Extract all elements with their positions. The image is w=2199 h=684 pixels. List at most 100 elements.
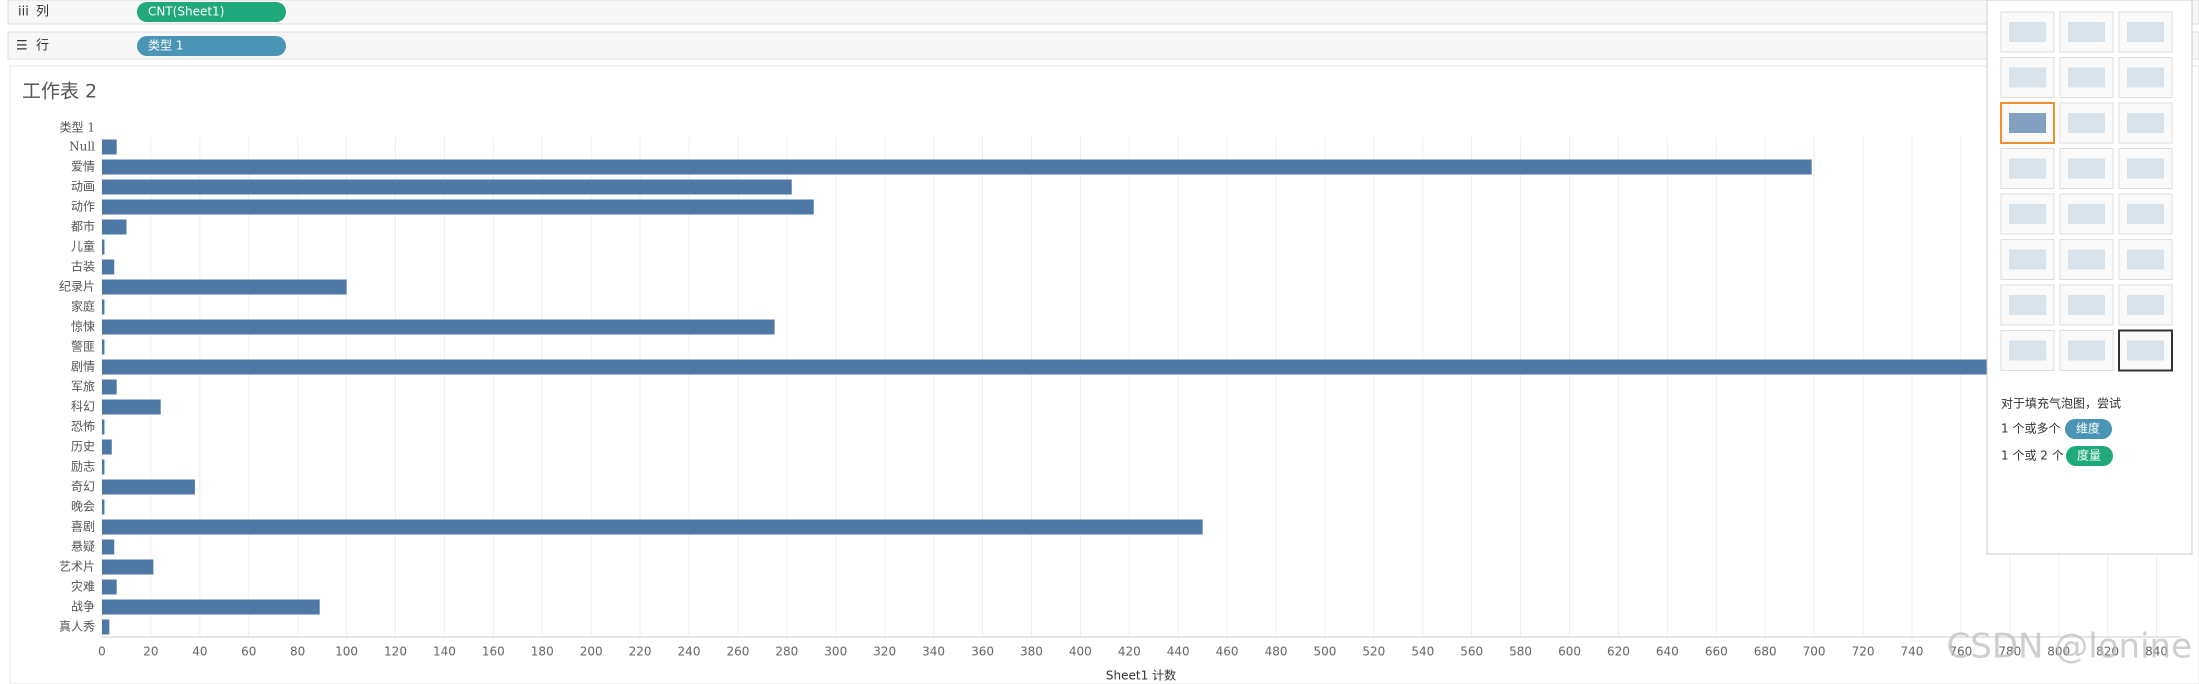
bar: [102, 199, 814, 215]
category-label: 动作: [71, 200, 95, 214]
rows-shelf: [7, 31, 2199, 60]
x-tick-label: 200: [580, 645, 603, 659]
show-me-panel: [1986, 0, 2193, 555]
rows-label: 行: [36, 39, 49, 54]
x-tick-label: 320: [873, 645, 896, 659]
x-tick-label: 500: [1313, 645, 1336, 659]
bar: [102, 599, 320, 615]
category-label: 儿童: [71, 239, 95, 254]
x-tick-label: 680: [1754, 645, 1777, 659]
bar: [102, 179, 792, 195]
thumbnail-glyph: [2009, 22, 2046, 42]
category-label: 科幻: [71, 400, 95, 414]
x-tick-label: 740: [1900, 645, 1923, 659]
thumbnail-glyph: [2009, 340, 2046, 361]
x-tick-label: 460: [1216, 645, 1239, 659]
category-label: 警匪: [71, 339, 95, 354]
category-label: 灾难: [71, 579, 95, 594]
x-tick-label: 140: [433, 645, 456, 659]
rows-pill[interactable]: [137, 36, 286, 56]
bar: [102, 139, 117, 155]
columns-shelf: [7, 0, 2199, 25]
x-tick-label: 280: [775, 645, 798, 659]
x-tick-label: 660: [1705, 645, 1728, 659]
bar: [102, 619, 110, 635]
category-label: 家庭: [71, 299, 95, 314]
bar: [102, 239, 105, 255]
category-label: 历史: [71, 440, 95, 454]
x-tick-label: 360: [971, 645, 994, 659]
columns-pill[interactable]: [137, 2, 286, 22]
measure-pill: [2066, 446, 2113, 466]
category-label: 惊悚: [71, 319, 95, 334]
category-label: 剧情: [71, 360, 95, 374]
thumbnail-glyph: [2068, 113, 2105, 133]
x-tick-label: 80: [290, 645, 305, 659]
x-tick-label: 180: [531, 645, 554, 659]
x-tick-label: 600: [1558, 645, 1581, 659]
x-tick-label: 440: [1167, 645, 1190, 659]
x-tick-label: 40: [192, 645, 207, 659]
thumbnail-glyph: [2068, 67, 2105, 88]
thumbnail-glyph: [2009, 204, 2046, 224]
x-tick-label: 720: [1852, 645, 1875, 659]
category-label: 战争: [71, 600, 95, 614]
bar: [102, 279, 347, 295]
bar: [102, 399, 161, 415]
category-label: 军旅: [71, 380, 95, 394]
show-me-line1: 1 个或多个: [2001, 422, 2060, 436]
x-tick-label: 240: [678, 645, 701, 659]
x-tick-label: 160: [482, 645, 505, 659]
thumbnail-glyph: [2068, 22, 2105, 42]
x-tick-label: 640: [1656, 645, 1679, 659]
x-tick-label: 800: [2047, 645, 2070, 659]
x-tick-label: 300: [824, 645, 847, 659]
plot: 0 20 40 60 80 100 120 140 160 180 200 220 240 260 280 3…: [59, 137, 2181, 659]
thumbnail-glyph: [2009, 249, 2046, 270]
category-label: 纪录片: [59, 280, 95, 294]
thumbnail-glyph: [2068, 204, 2105, 224]
x-tick-label: 540: [1411, 645, 1434, 659]
bar: [102, 159, 1812, 175]
thumbnail-glyph: [2127, 249, 2164, 270]
x-tick-label: 400: [1069, 645, 1092, 659]
dimension-pill: [2065, 419, 2112, 439]
category-label: 都市: [71, 219, 95, 234]
sheet-area: [9, 65, 2199, 684]
category-label: 晚会: [71, 500, 95, 514]
x-tick-label: 420: [1118, 645, 1141, 659]
x-tick-label: 260: [726, 645, 749, 659]
thumbnail-glyph: [2009, 158, 2046, 179]
x-tick-label: 700: [1803, 645, 1826, 659]
category-label: 爱情: [71, 160, 95, 174]
thumbnail-glyph: [2068, 249, 2105, 270]
x-tick-label: 380: [1020, 645, 1043, 659]
category-label: 喜剧: [71, 520, 95, 534]
x-tick-label: 760: [1949, 645, 1972, 659]
bar: [102, 359, 2177, 375]
x-tick-label: 560: [1460, 645, 1483, 659]
x-tick-label: 780: [1998, 645, 2021, 659]
x-tick-label: 820: [2096, 645, 2119, 659]
category-label: 悬疑: [71, 539, 95, 554]
thumbnail-glyph: [2009, 295, 2046, 315]
chart-title: 工作表 2: [22, 81, 97, 103]
thumbnail-glyph: [2068, 295, 2105, 315]
x-tick-label: 100: [335, 645, 358, 659]
bar: [102, 559, 154, 575]
thumbnail-glyph: [2127, 113, 2164, 133]
category-label: 励志: [71, 460, 95, 474]
x-axis-title: Sheet1 计数: [1106, 668, 1176, 683]
x-tick-label: 340: [922, 645, 945, 659]
thumbnail-glyph: [2009, 113, 2046, 133]
rows-pill-text: 类型 1: [148, 39, 183, 53]
thumbnail-glyph: [2068, 340, 2105, 361]
bar: [102, 439, 112, 455]
bar: [102, 479, 195, 495]
show-me-hint: 对于填充气泡图，尝试: [2001, 396, 2121, 411]
thumbnail-glyph: [2127, 158, 2164, 179]
category-label: Null: [69, 140, 95, 154]
columns-pill-text: CNT(Sheet1): [148, 5, 224, 19]
category-header: 类型 1: [60, 121, 95, 135]
bar: [102, 499, 105, 515]
